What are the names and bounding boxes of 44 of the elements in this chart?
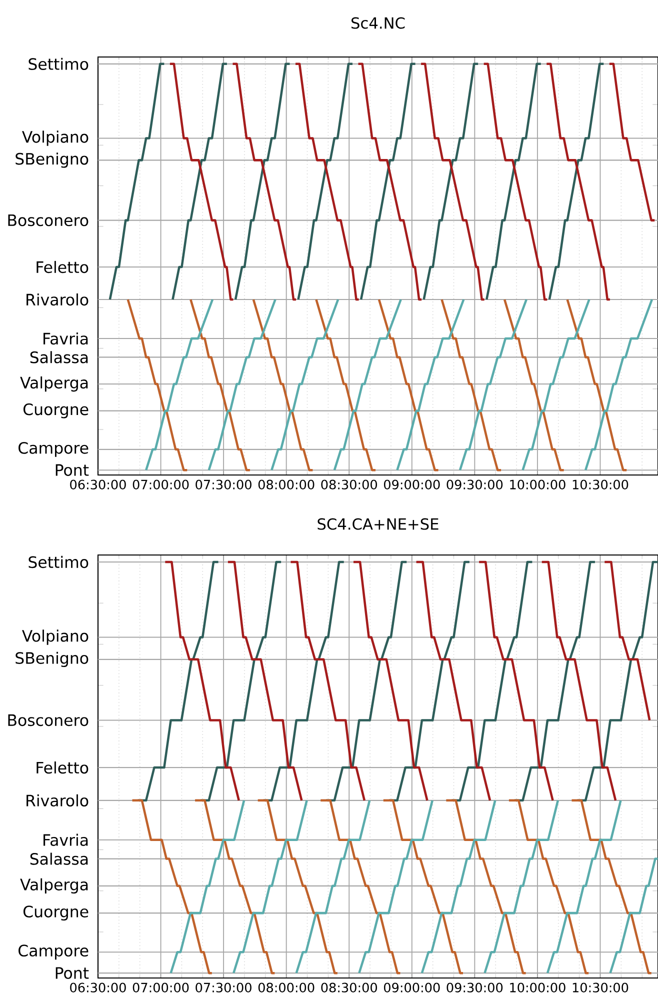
ref-line-label: Feletto: [36, 761, 88, 774]
ref-line-label: Pont: [56, 464, 89, 476]
ref-line-label: Campore: [18, 944, 88, 960]
ref-line-label: Rivarolo: [26, 794, 88, 807]
ref-line-label: Salassa: [30, 351, 88, 364]
ref-line-label: Salassa: [30, 852, 88, 865]
ref-line-label: Cuorgne: [23, 906, 88, 921]
x-tick-label: 08:30:00: [321, 982, 378, 992]
x-tick-label: 08:00:00: [258, 480, 314, 490]
x-tick-label: 10:00:00: [510, 480, 566, 490]
x-tick-label: 10:00:00: [510, 982, 566, 992]
x-tick-label: 09:00:00: [384, 480, 440, 490]
x-tick-label: 08:00:00: [258, 982, 314, 992]
x-tick-label: 07:30:00: [196, 982, 252, 992]
chart-title: SC4.CA+NE+SE: [318, 518, 438, 530]
x-tick-label: 07:00:00: [132, 480, 189, 490]
ref-line-label: Valperga: [20, 878, 88, 894]
x-tick-label: 09:00:00: [384, 982, 440, 992]
ref-line-label: Rivarolo: [26, 293, 88, 306]
x-tick-label: 10:30:00: [572, 480, 628, 490]
ref-line-label: Bosconero: [8, 214, 88, 226]
ref-line-label: Bosconero: [8, 714, 88, 726]
ref-line-label: Settimo: [28, 556, 88, 568]
x-tick-label: 09:30:00: [446, 982, 503, 992]
x-tick-label: 08:30:00: [321, 480, 378, 490]
ref-line-label: Campore: [18, 442, 88, 457]
x-tick-label: 07:00:00: [132, 982, 189, 992]
ref-line-label: Pont: [56, 967, 89, 979]
ref-line-label: Valperga: [20, 376, 88, 392]
ref-line-label: Favria: [44, 834, 88, 846]
ref-line-label: Volpiano: [22, 130, 88, 146]
ref-line-label: Volpiano: [22, 630, 88, 645]
x-tick-label: 06:30:00: [70, 982, 126, 992]
x-tick-label: 06:30:00: [70, 480, 126, 490]
ref-line-label: Feletto: [36, 260, 88, 274]
chart-title: Sc4.NC: [352, 17, 405, 29]
ref-line-label: SBenigno: [16, 152, 88, 168]
ref-line-label: Cuorgne: [23, 403, 88, 418]
ref-line-label: Favria: [44, 332, 88, 345]
x-tick-label: 10:30:00: [572, 982, 628, 992]
ref-line-label: SBenigno: [16, 652, 88, 668]
ref-line-label: Settimo: [28, 58, 88, 70]
x-tick-label: 07:30:00: [196, 480, 252, 490]
x-tick-label: 09:30:00: [446, 480, 503, 490]
